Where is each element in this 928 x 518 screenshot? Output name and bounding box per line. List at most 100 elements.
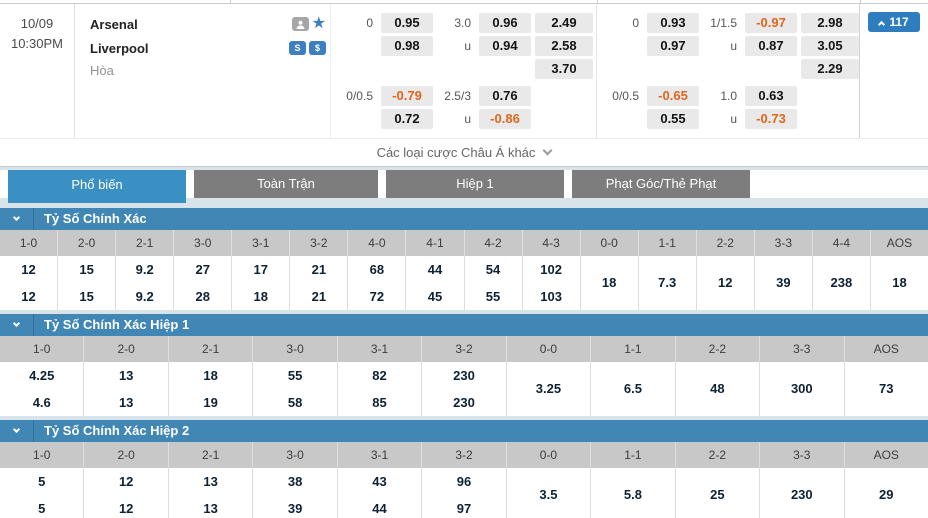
odds-cell-3-3[interactable]: 300 [760,362,845,416]
score-odds-value[interactable]: 54 [485,262,501,277]
hdp-home-odds-button[interactable]: 0.93 [647,13,699,33]
collapse-toggle[interactable] [0,314,34,336]
score-odds-value[interactable]: 102 [540,262,562,277]
score-odds-value[interactable]: 12 [118,501,134,516]
odds-cell-4-4[interactable]: 238 [813,256,871,310]
odds-cell-1-1[interactable]: 6.5 [591,362,676,416]
match-date: 10/09 [20,16,54,31]
score-odds-value[interactable]: 38 [287,474,303,489]
hdp-away-odds-button[interactable]: 0.98 [381,36,433,56]
score-odds-value[interactable]: 4.25 [29,368,55,383]
score-odds-value[interactable]: 15 [79,262,94,277]
collapse-toggle[interactable] [0,208,34,230]
ou-over-odds-button[interactable]: -0.97 [745,13,797,33]
odds-cell-AOS[interactable]: 18 [892,275,907,290]
score-odds-value[interactable]: 230 [453,368,475,383]
hdp-home-odds-button[interactable]: -0.65 [647,86,699,106]
score-odds-value[interactable]: 43 [372,474,387,489]
score-odds-value[interactable]: 44 [372,501,387,516]
score-odds-value[interactable]: 21 [311,289,327,304]
hdp-away-odds-button[interactable]: 0.72 [381,109,433,129]
odds-cell-0-0[interactable]: 3.5 [507,468,592,518]
score-odds-value[interactable]: 9.2 [135,289,154,304]
pin-count-button[interactable]: 117 [868,12,920,32]
x12-away-odds-button[interactable]: 2.58 [535,36,593,56]
hdp-home-odds-button[interactable]: 0.95 [381,13,433,33]
score-odds-value[interactable]: 55 [485,289,501,304]
odds-cell-2-2[interactable]: 12 [697,256,755,310]
x12-draw-odds-button[interactable]: 3.70 [535,59,593,79]
hdp-away-odds-button[interactable]: 0.97 [647,36,699,56]
odds-cell-AOS[interactable]: 73 [879,381,894,396]
tab-hiep-1[interactable]: Hiệp 1 [386,170,564,198]
score-odds-value[interactable]: 97 [456,501,472,516]
odds-cell-2-2[interactable]: 48 [676,362,761,416]
ou-under-odds-button[interactable]: 0.94 [479,36,531,56]
ou-under-odds-button[interactable]: 0.87 [745,36,797,56]
score-odds-value[interactable]: 9.2 [135,262,154,277]
odds-cell-1-1[interactable]: 5.8 [591,468,676,518]
ou-over-odds-button[interactable]: 0.96 [479,13,531,33]
score-odds-value[interactable]: 68 [369,262,385,277]
hdp-home-odds-button[interactable]: -0.79 [381,86,433,106]
ou-over-odds-button[interactable]: 0.63 [745,86,797,106]
score-odds-value[interactable]: 13 [203,501,218,516]
x12-draw-odds-button[interactable]: 2.29 [801,59,859,79]
ou-over-odds-button[interactable]: 0.76 [479,86,531,106]
score-odds-value[interactable]: 19 [203,395,218,410]
hdp-away-odds-button[interactable]: 0.55 [647,109,699,129]
score-odds-value[interactable]: 18 [203,368,218,383]
score-odds-value[interactable]: 58 [287,395,303,410]
score-odds-value[interactable]: 28 [195,289,210,304]
odds-cell-2-2[interactable]: 25 [676,468,761,518]
score-odds-value[interactable]: 13 [203,474,218,489]
star-icon[interactable]: ★ [311,15,326,32]
odds-cell-0-0[interactable]: 3.25 [507,362,592,416]
player-icon[interactable] [291,17,309,31]
money-icon[interactable]: $ [309,41,326,55]
score-odds-value[interactable]: 21 [311,262,327,277]
ou-under-odds-button[interactable]: -0.73 [745,109,797,129]
odds-group-1: 0 0.95 3.0 0.96 2.49 0.98 u 0.94 2.58 3.… [330,4,597,139]
odds-cell-AOS[interactable]: 29 [879,487,894,502]
score-header-1-0: 1-0 [0,230,59,256]
score-odds-value[interactable]: 15 [79,289,94,304]
x12-away-odds-button[interactable]: 3.05 [801,36,859,56]
score-odds-value[interactable]: 5 [38,474,46,489]
under-label: u [464,112,471,126]
stats-icon[interactable]: S [289,41,306,55]
odds-cell-3-3[interactable]: 230 [760,468,845,518]
score-odds-value[interactable]: 103 [540,289,562,304]
odds-cell-1-1[interactable]: 7.3 [639,256,697,310]
score-odds-value[interactable]: 44 [427,262,443,277]
more-asian-bets-toggle[interactable]: Các loại cược Châu Á khác [0,138,928,166]
score-odds-value[interactable]: 82 [372,368,387,383]
score-odds-value[interactable]: 39 [287,501,303,516]
score-odds-value[interactable]: 55 [287,368,303,383]
score-odds-value[interactable]: 96 [456,474,472,489]
score-odds-value[interactable]: 13 [118,368,134,383]
score-odds-value[interactable]: 12 [21,262,36,277]
score-odds-value[interactable]: 230 [453,395,475,410]
collapse-toggle[interactable] [0,420,34,442]
score-odds-value[interactable]: 27 [195,262,210,277]
score-odds-value[interactable]: 4.6 [32,395,51,410]
score-odds-value[interactable]: 12 [21,289,36,304]
x12-home-odds-button[interactable]: 2.49 [535,13,593,33]
score-odds-value[interactable]: 18 [253,289,269,304]
odds-cell-3-3[interactable]: 39 [755,256,813,310]
odds-cell-0-0[interactable]: 18 [581,256,639,310]
score-odds-value[interactable]: 45 [427,289,443,304]
score-odds-value[interactable]: 5 [38,501,46,516]
score-odds-value[interactable]: 85 [372,395,387,410]
tab-pho-bien[interactable]: Phổ biến [8,170,186,203]
score-odds-value[interactable]: 13 [118,395,134,410]
score-odds-value[interactable]: 17 [253,262,269,277]
ou-under-odds-button[interactable]: -0.86 [479,109,531,129]
score-odds-value[interactable]: 12 [118,474,134,489]
x12-home-odds-button[interactable]: 2.98 [801,13,859,33]
score-odds-value[interactable]: 72 [369,289,385,304]
tab-phat-goc-the-phat[interactable]: Phạt Góc/Thẻ Phạt [572,170,750,198]
tab-toan-tran[interactable]: Toàn Trận [194,170,378,198]
